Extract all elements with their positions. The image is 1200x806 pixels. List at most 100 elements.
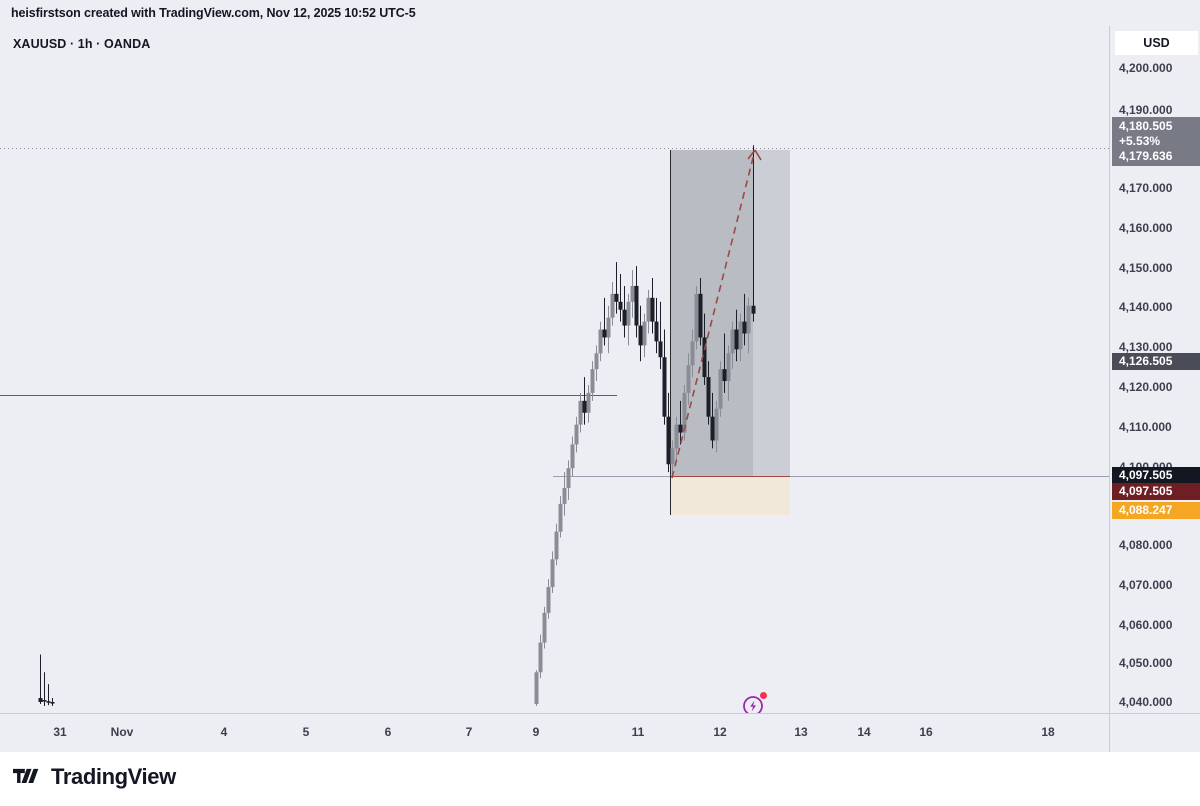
candlestick [698, 278, 703, 346]
attribution-text: heisfirstson created with TradingView.co… [11, 6, 416, 20]
candlestick [538, 634, 543, 679]
candlestick [590, 361, 595, 401]
time-tick: Nov [110, 725, 134, 739]
flash-alert-dot [760, 692, 767, 699]
position-stop-zone[interactable] [670, 477, 790, 515]
position-left-edge[interactable] [670, 150, 671, 515]
price-tick: 4,200.000 [1119, 61, 1173, 75]
horizontal-ray-resistance[interactable] [0, 395, 617, 396]
flash-bolt-icon [743, 696, 763, 713]
time-tick: 6 [384, 725, 392, 739]
time-tick: 13 [794, 725, 808, 739]
tradingview-logo: TradingView [13, 764, 176, 790]
price-badge-line: 4,088.247 [1119, 503, 1173, 517]
candlestick [550, 551, 555, 594]
price-tick: 4,120.000 [1119, 380, 1173, 394]
candlestick [618, 274, 623, 322]
footer-bar: TradingView [0, 752, 1200, 806]
time-scale[interactable]: 31 Nov 4 5 6 7 9 11 12 13 14 16 18 [0, 713, 1109, 752]
time-tick: 18 [1041, 725, 1055, 739]
position-target-zone-extension[interactable] [753, 150, 790, 476]
candlestick [610, 281, 615, 326]
entry-price-badge[interactable]: 4,097.505 [1112, 467, 1200, 484]
price-tick: 4,150.000 [1119, 261, 1173, 275]
price-tick: 4,080.000 [1119, 538, 1173, 552]
candlestick [554, 523, 559, 566]
candlestick [542, 606, 547, 649]
chart-pane[interactable]: XAUUSD · 1h · OANDA [0, 26, 1109, 713]
currency-chip[interactable]: USD [1115, 31, 1198, 55]
price-tick: 4,110.000 [1119, 420, 1172, 434]
candlestick [582, 377, 587, 425]
candlestick-series[interactable] [0, 26, 1109, 713]
candlestick [534, 670, 539, 706]
candlestick [586, 385, 591, 423]
price-tick: 4,130.000 [1119, 340, 1173, 354]
time-tick: 4 [220, 725, 228, 739]
candlestick [686, 353, 691, 405]
price-tick: 4,170.000 [1119, 181, 1173, 195]
candlestick [598, 321, 603, 362]
candlestick [674, 416, 679, 461]
candlestick [42, 672, 47, 706]
price-badge-line: 4,180.505 [1119, 119, 1173, 133]
candlestick [722, 333, 727, 393]
tradingview-logo-icon [13, 768, 39, 783]
candlestick [730, 321, 735, 370]
trend-arrow-up[interactable] [671, 149, 762, 479]
candlestick [614, 262, 619, 314]
candlestick [726, 345, 731, 401]
candlestick [574, 416, 579, 453]
candlestick [630, 270, 635, 318]
time-tick: 11 [631, 725, 645, 739]
candlestick [558, 495, 563, 538]
candlestick [718, 361, 723, 417]
price-tick: 4,040.000 [1119, 695, 1173, 709]
candlestick [626, 293, 631, 346]
candlestick [690, 329, 695, 378]
candlestick [46, 684, 51, 706]
dotted-line-take-profit[interactable] [0, 148, 1109, 149]
symbol-legend[interactable]: XAUUSD · 1h · OANDA [13, 37, 151, 51]
stop-price-badge[interactable]: 4,097.505 [1112, 483, 1200, 500]
time-tick: 14 [857, 725, 871, 739]
candlestick [751, 145, 756, 322]
candlestick [650, 278, 655, 334]
candlestick [666, 392, 671, 473]
candlestick [714, 400, 719, 453]
candlestick [622, 285, 627, 338]
candlestick [670, 440, 675, 479]
price-badge-line: +5.53% [1119, 134, 1161, 148]
candlestick [706, 361, 711, 425]
position-entry-line[interactable] [670, 476, 790, 477]
candlestick [38, 654, 43, 704]
time-tick: 31 [53, 725, 67, 739]
price-scale[interactable]: USD 4,200.0004,190.0004,180.0004,170.000… [1109, 26, 1200, 713]
tradingview-wordmark: TradingView [51, 764, 176, 789]
chart-plot-area[interactable] [0, 26, 1109, 713]
time-scale-corner [1109, 713, 1200, 752]
candlestick [570, 436, 575, 477]
price-tick: 4,070.000 [1119, 578, 1173, 592]
price-tick: 4,160.000 [1119, 221, 1173, 235]
candlestick [734, 309, 739, 362]
candlestick [546, 579, 551, 619]
candlestick [642, 313, 647, 358]
take-profit-badge[interactable]: 4,180.505 +5.53% 4,179.636 [1112, 117, 1200, 166]
alert-price-badge[interactable]: 4,088.247 [1112, 502, 1200, 519]
candlestick [746, 297, 751, 354]
price-badge-line: 4,097.505 [1119, 468, 1173, 482]
last-price-badge[interactable]: 4,126.505 [1112, 353, 1200, 370]
candlestick [682, 385, 687, 441]
candlestick [738, 313, 743, 362]
price-badge-line: 4,097.505 [1119, 484, 1173, 498]
horizontal-line-entry[interactable] [553, 476, 1109, 477]
candlestick [602, 297, 607, 346]
time-tick: 5 [302, 725, 310, 739]
price-badge-line: 4,179.636 [1119, 149, 1173, 163]
candlestick [562, 472, 567, 516]
time-tick: 16 [919, 725, 933, 739]
flash-alert-icon[interactable] [741, 692, 767, 713]
candlestick [646, 289, 651, 334]
